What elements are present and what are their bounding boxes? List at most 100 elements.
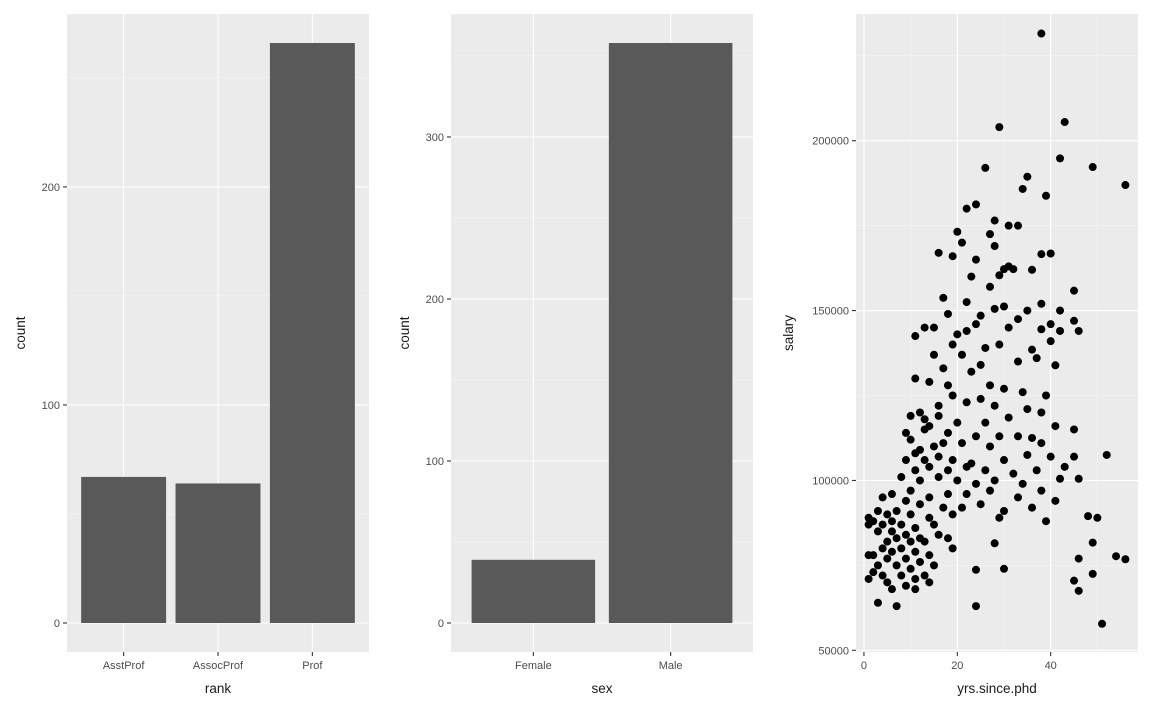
data-point	[1004, 413, 1013, 422]
data-point	[901, 530, 910, 539]
data-point	[1000, 507, 1009, 516]
data-point	[943, 466, 952, 475]
data-point	[911, 524, 920, 533]
data-point	[1042, 191, 1051, 200]
data-point	[897, 520, 906, 529]
sex-axis-ticks: 0 100 200 300 Female Male	[426, 132, 683, 672]
data-point	[1023, 172, 1032, 181]
data-point	[939, 293, 948, 302]
data-point	[911, 449, 920, 458]
data-point	[1046, 249, 1055, 258]
data-point	[943, 490, 952, 499]
data-point	[892, 561, 901, 570]
salary-scatter-plot: 50000 100000 150000 200000 0 20 40 yrs.since.p…	[781, 14, 1138, 696]
data-point	[925, 377, 934, 386]
data-point	[995, 123, 1004, 132]
data-point	[1102, 450, 1111, 459]
data-point	[976, 500, 985, 509]
data-point	[962, 398, 971, 407]
data-point	[878, 493, 887, 502]
data-point	[1088, 569, 1097, 578]
data-point	[892, 534, 901, 543]
data-point	[995, 432, 1004, 441]
data-point	[934, 411, 943, 420]
data-point	[915, 408, 924, 417]
data-point	[1112, 552, 1121, 561]
data-point	[915, 476, 924, 485]
x-tick-label: 40	[1045, 660, 1057, 672]
data-point	[1000, 456, 1009, 465]
data-point	[897, 571, 906, 580]
data-point	[920, 415, 929, 424]
data-point	[1018, 479, 1027, 488]
data-point	[929, 350, 938, 359]
data-point	[1004, 221, 1013, 230]
data-point	[962, 298, 971, 307]
data-point	[1098, 619, 1107, 628]
data-point	[1056, 306, 1065, 315]
data-point	[906, 435, 915, 444]
data-point	[1028, 433, 1037, 442]
data-point	[911, 374, 920, 383]
data-point	[971, 320, 980, 329]
data-point	[943, 534, 952, 543]
data-point	[1018, 388, 1027, 397]
data-point	[985, 282, 994, 291]
data-point	[1009, 469, 1018, 478]
data-point	[934, 530, 943, 539]
data-point	[873, 561, 882, 570]
y-tick-label: 50000	[818, 645, 849, 657]
data-point	[1056, 154, 1065, 163]
data-point	[887, 490, 896, 499]
data-point	[883, 578, 892, 587]
data-point	[957, 350, 966, 359]
data-point	[948, 456, 957, 465]
data-point	[1056, 474, 1065, 483]
data-point	[901, 496, 910, 505]
data-point	[934, 473, 943, 482]
data-point	[897, 473, 906, 482]
data-point	[906, 486, 915, 495]
data-point	[981, 163, 990, 172]
data-point	[925, 578, 934, 587]
data-point	[943, 428, 952, 437]
y-tick-label: 100	[42, 400, 60, 412]
data-point	[1032, 466, 1041, 475]
data-point	[911, 547, 920, 556]
data-point	[1088, 163, 1097, 172]
sex-bar-chart: 0 100 200 300 Female Male sex count	[397, 14, 753, 696]
data-point	[1032, 354, 1041, 363]
data-point	[1056, 326, 1065, 335]
data-point	[948, 252, 957, 261]
data-point	[967, 367, 976, 376]
rank-bars	[81, 43, 355, 623]
data-point	[971, 565, 980, 574]
data-point	[948, 544, 957, 553]
rank-y-axis-title: count	[13, 316, 28, 349]
y-tick-label: 100000	[812, 475, 849, 487]
data-point	[878, 544, 887, 553]
data-point	[915, 500, 924, 509]
y-tick-label: 0	[54, 618, 60, 630]
x-tick-label: AssocProf	[193, 660, 244, 672]
data-point	[995, 513, 1004, 522]
data-point	[990, 304, 999, 313]
scatter-plot-panel	[856, 14, 1138, 652]
data-point	[953, 418, 962, 427]
data-point	[1074, 326, 1083, 335]
data-point	[1028, 265, 1037, 274]
data-point	[1014, 221, 1023, 230]
data-point	[864, 520, 873, 529]
y-tick-label: 0	[438, 618, 444, 630]
data-point	[887, 547, 896, 556]
data-point	[906, 537, 915, 546]
data-point	[1023, 306, 1032, 315]
data-point	[1009, 265, 1018, 274]
data-point	[962, 204, 971, 213]
data-point	[1004, 323, 1013, 332]
data-point	[962, 326, 971, 335]
data-point	[985, 381, 994, 390]
data-point	[920, 571, 929, 580]
data-point	[1000, 302, 1009, 311]
